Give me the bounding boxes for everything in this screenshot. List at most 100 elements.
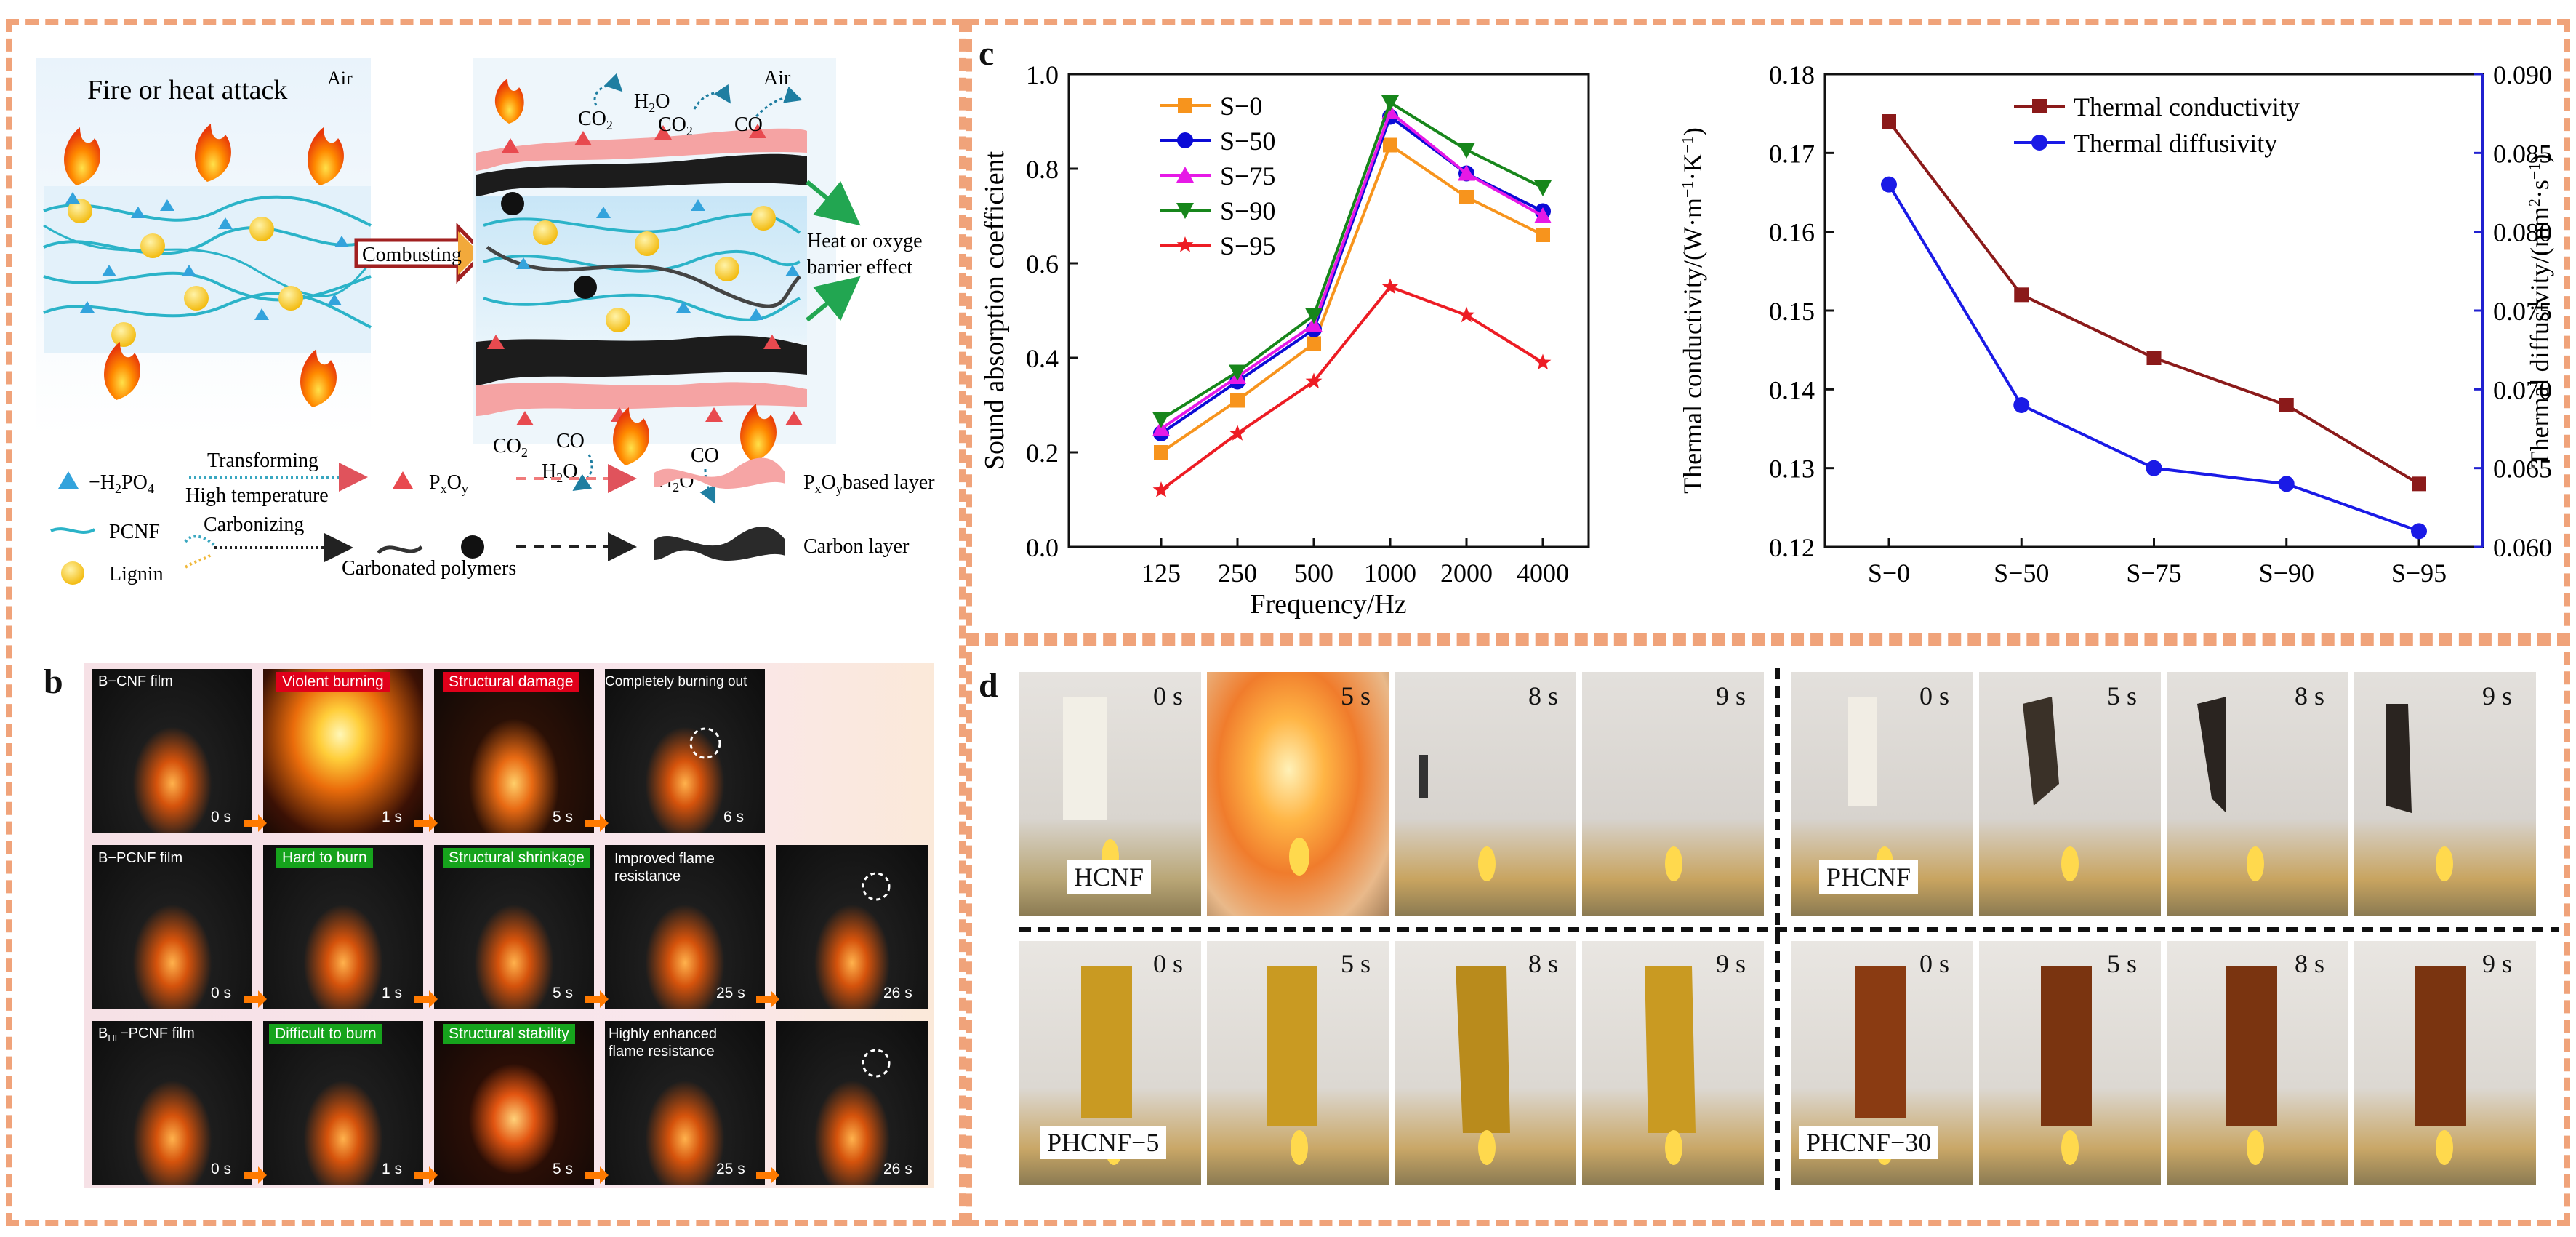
b-row3-photo-1: [92, 1021, 252, 1185]
svg-text:CO2: CO2: [493, 435, 528, 460]
chart2-point: [1882, 114, 1896, 129]
chart2-x-tick-label: S−95: [2391, 559, 2447, 588]
b-row1-photo-3: [434, 669, 594, 833]
svg-text:Carbon layer: Carbon layer: [803, 535, 910, 558]
svg-text:CO2: CO2: [658, 113, 693, 138]
chart2-x-tick-label: S−75: [2126, 559, 2181, 588]
chart1-legend-label: S−75: [1220, 161, 1275, 191]
b-row2-time-1: 0 s: [211, 985, 232, 1001]
chart2-legend-marker: [2031, 135, 2047, 151]
d-phcnf-t8: 8 s: [2295, 681, 2325, 710]
d-hcnf-t5: 5 s: [1341, 681, 1371, 710]
b-row3-photo-4: [605, 1021, 765, 1185]
chart1-point: [1152, 481, 1170, 497]
chart1-point: [1458, 306, 1475, 323]
chart2-y-label-right: Thermal diffusivity/(mm2·s−1): [2525, 154, 2554, 468]
d-phcnf5-t5: 5 s: [1341, 949, 1371, 978]
d-hcnf-t0: 0 s: [1153, 681, 1184, 710]
d-hcnf-t9: 9 s: [1716, 681, 1746, 710]
panel-a-schematic: Fire or heat attack Air: [36, 58, 967, 596]
combusting-arrow: Combusting: [354, 222, 486, 284]
b-row2-time-4: 25 s: [716, 985, 745, 1001]
chart1-point: [1383, 137, 1397, 153]
d-sample-label-phcnf30: PHCNF−30: [1799, 1126, 1939, 1159]
chart2-y-right-tick-label: 0.065: [2493, 455, 2552, 484]
d-phcnf30-t8: 8 s: [2295, 949, 2325, 978]
b-row2-photo-1: [92, 845, 252, 1009]
chart1-x-tick-label: 1000: [1364, 559, 1416, 588]
svg-text:PxOybased layer: PxOybased layer: [803, 471, 935, 496]
d-sample-label-phcnf: PHCNF: [1819, 860, 1919, 894]
b-row3-tag-3: Highly enhanced flame resistance: [609, 1026, 717, 1060]
chart1-legend-label: S−95: [1220, 231, 1275, 260]
panel-letter-b: b: [44, 662, 63, 701]
combusting-label: Combusting: [362, 244, 462, 266]
svg-text:CO2: CO2: [578, 108, 613, 132]
barrier-text-2: barrier effect: [807, 256, 912, 279]
b-row3-time-5: 26 s: [883, 1161, 912, 1177]
b-row3-tag-1: Difficult to burn: [269, 1024, 382, 1044]
chart2-legend-label: Thermal diffusivity: [2074, 129, 2277, 158]
chart1-point: [1536, 228, 1550, 242]
chart1-x-ticks: 125 250 500 1000 2000 4000: [1141, 538, 1569, 588]
chart1-y-label: Sound absorption coefficient: [979, 151, 1010, 470]
panel-d-photo-grid: 0 s 5 s 8 s 9 s 0 s 5 s 8 s 9 s 0 s 5 s …: [1019, 668, 2559, 1191]
chart1-y-tick-label: 0.0: [1026, 533, 1059, 562]
b-row2-time-5: 26 s: [883, 985, 912, 1001]
chart2-x-tick-label: S−50: [1994, 559, 2049, 588]
svg-text:−H2PO4: −H2PO4: [89, 471, 154, 496]
chart2-point: [1881, 176, 1897, 193]
d-phcnf5-t9: 9 s: [1716, 949, 1746, 978]
frame-c: [966, 19, 2570, 646]
chart1-legend-marker: [1176, 203, 1194, 219]
b-row3-time-4: 25 s: [716, 1161, 745, 1177]
b-row1-tag-2: Structural damage: [443, 672, 579, 692]
b-row1-time-1: 0 s: [211, 809, 232, 825]
d-phcnf-t0: 0 s: [1919, 681, 1950, 710]
chart2-y-left-tick-label: 0.15: [1769, 297, 1815, 326]
d-hcnf-t8: 8 s: [1528, 681, 1559, 710]
b-row1-time-2: 1 s: [382, 809, 403, 825]
chart2-point: [2412, 476, 2426, 492]
d-phcnf-t5: 5 s: [2107, 681, 2138, 710]
chart2-y-left-tick-label: 0.16: [1769, 218, 1815, 247]
panel-a-legend: −H2PO4 Transforming High temperature PxO…: [50, 449, 935, 585]
chart1-plot-frame: [1067, 73, 1590, 548]
b-row2-photo-2: [263, 845, 423, 1009]
b-row3-time-3: 5 s: [553, 1161, 574, 1177]
chart2-point: [2278, 476, 2295, 492]
panel-a-svg: Fire or heat attack Air: [36, 58, 935, 585]
chart1-y-ticks: 0.0 0.2 0.4 0.6 0.8 1.0: [1026, 60, 1078, 562]
chart1-legend-label: S−0: [1220, 92, 1262, 121]
svg-text:Carbonizing: Carbonizing: [204, 513, 304, 536]
d-phcnf30-t5: 5 s: [2107, 949, 2138, 978]
chart2-point: [2146, 351, 2162, 365]
chart2-y-ticks-right: 0.060 0.065 0.070 0.075 0.080 0.085 0.090: [2474, 60, 2552, 562]
chart1-series-line-3: [1160, 100, 1544, 421]
chart1-y-tick-label: 0.8: [1026, 155, 1059, 184]
chart2-series: [1881, 114, 2427, 540]
b-row2-film-label: B−PCNF film: [98, 850, 183, 866]
chart1-point: [1458, 164, 1475, 181]
panel-letter-d: d: [979, 666, 998, 705]
chart2-point: [2411, 523, 2427, 540]
b-row2-tag-3: Improved flame resistance: [614, 851, 715, 884]
chart1-point: [1305, 372, 1323, 389]
chart2-point: [2146, 460, 2162, 476]
chart1-point: [1534, 353, 1552, 370]
panel-letter-c: c: [979, 34, 995, 73]
chart1-series: [1152, 95, 1552, 497]
b-row3-photo-2: [263, 1021, 423, 1185]
chart2-y-ticks-left: 0.12 0.13 0.14 0.15 0.16 0.17 0.18: [1769, 60, 1834, 562]
chart2-y-left-tick-label: 0.13: [1769, 455, 1815, 484]
chart2-legend: Thermal conductivity Thermal diffusivity: [2014, 92, 2300, 158]
d-specimens: [1063, 697, 2466, 1133]
frame-ab: [6, 19, 966, 1226]
d-phcnf30-t9: 9 s: [2482, 949, 2513, 978]
svg-text:CO: CO: [734, 113, 763, 136]
b-row1-time-4: 6 s: [723, 809, 745, 825]
d-sample-label-hcnf: HCNF: [1067, 860, 1152, 894]
chart1-legend-marker: [1178, 98, 1192, 113]
d-phcnf30-t0: 0 s: [1919, 949, 1950, 978]
pcnf-layer-left: [44, 186, 371, 353]
